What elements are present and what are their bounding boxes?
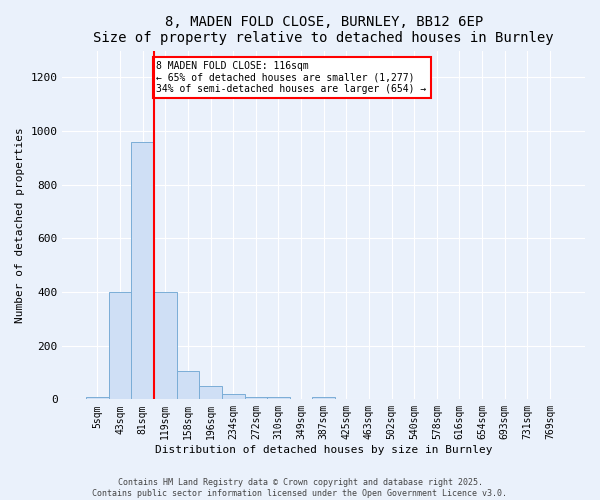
Bar: [131, 142, 154, 400]
Bar: [199, 386, 222, 400]
Text: 8 MADEN FOLD CLOSE: 116sqm
← 65% of detached houses are smaller (1,277)
34% of s: 8 MADEN FOLD CLOSE: 116sqm ← 65% of deta…: [157, 61, 427, 94]
Bar: [154, 292, 176, 400]
Bar: [86, 396, 109, 400]
Bar: [313, 396, 335, 400]
Bar: [176, 371, 199, 400]
Bar: [222, 394, 245, 400]
Bar: [245, 396, 267, 400]
Y-axis label: Number of detached properties: Number of detached properties: [15, 127, 25, 323]
Text: Contains HM Land Registry data © Crown copyright and database right 2025.
Contai: Contains HM Land Registry data © Crown c…: [92, 478, 508, 498]
Bar: [109, 292, 131, 400]
X-axis label: Distribution of detached houses by size in Burnley: Distribution of detached houses by size …: [155, 445, 493, 455]
Title: 8, MADEN FOLD CLOSE, BURNLEY, BB12 6EP
Size of property relative to detached hou: 8, MADEN FOLD CLOSE, BURNLEY, BB12 6EP S…: [94, 15, 554, 45]
Bar: [267, 396, 290, 400]
